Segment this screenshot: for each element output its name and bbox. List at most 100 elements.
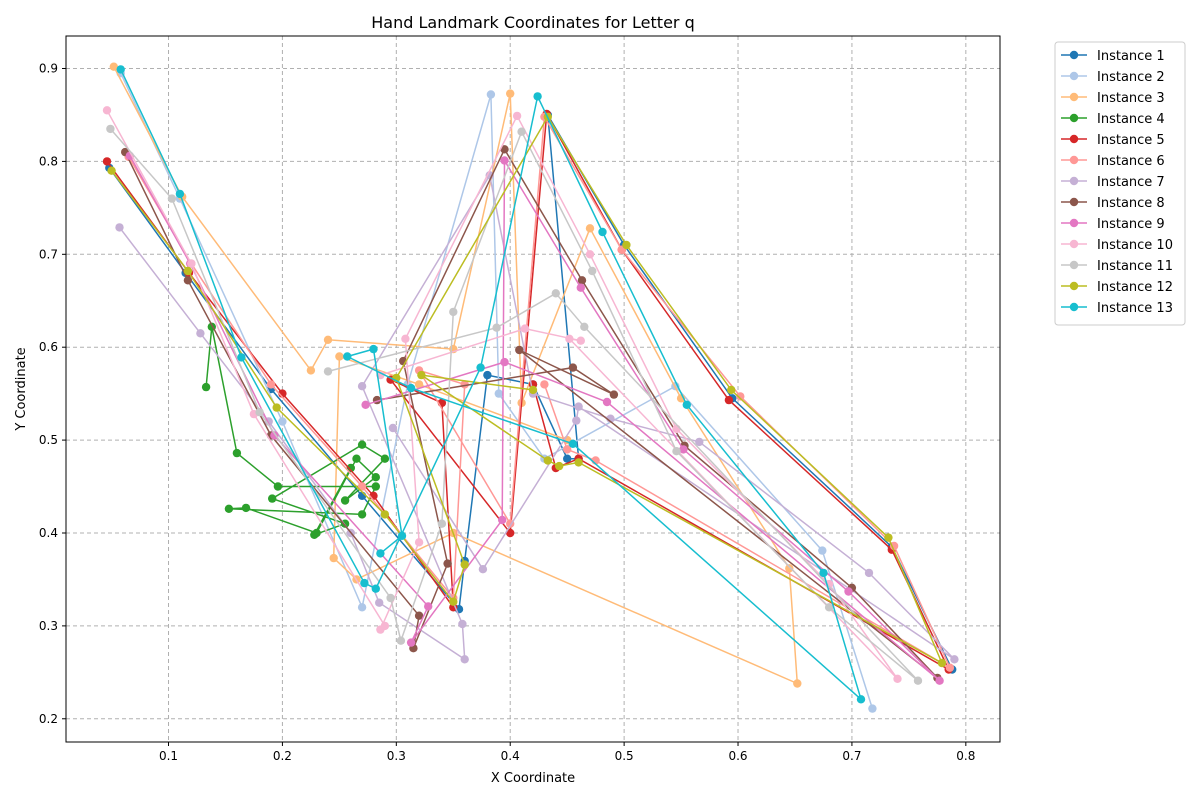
legend-entry: Instance 10 (1061, 238, 1173, 253)
data-point (563, 454, 572, 463)
data-point (102, 106, 112, 115)
legend-marker (1069, 239, 1079, 249)
data-point (460, 655, 469, 664)
data-point (443, 559, 452, 568)
data-point (506, 89, 515, 98)
data-point (175, 189, 185, 199)
data-point (424, 602, 433, 611)
data-point (187, 259, 196, 268)
legend-label: Instance 3 (1097, 91, 1165, 106)
data-point (396, 636, 406, 645)
data-point (376, 625, 385, 634)
data-point (106, 124, 115, 134)
series-line (127, 114, 952, 670)
data-point (935, 676, 944, 685)
data-point (357, 603, 367, 612)
data-point (335, 352, 344, 361)
data-point (672, 424, 681, 434)
data-point (818, 546, 827, 555)
data-point (602, 397, 612, 407)
data-point (598, 227, 607, 237)
data-point (241, 503, 251, 513)
data-point (329, 553, 338, 563)
data-point (486, 90, 496, 99)
data-point (278, 417, 287, 426)
data-point (357, 382, 367, 391)
series-8 (121, 145, 942, 683)
data-point (375, 598, 384, 607)
legend-entry: Instance 3 (1061, 91, 1165, 106)
data-point (844, 587, 853, 596)
data-point (483, 370, 492, 380)
data-point (893, 674, 902, 683)
series-10 (102, 106, 902, 683)
data-point (515, 345, 524, 355)
data-point (913, 676, 923, 685)
legend-label: Instance 12 (1097, 280, 1173, 295)
data-point (585, 224, 595, 233)
data-point (551, 289, 560, 298)
data-point (414, 611, 424, 620)
data-point (371, 473, 380, 482)
data-point (517, 127, 526, 136)
legend-marker (1069, 113, 1079, 123)
data-point (115, 223, 124, 232)
data-point (323, 335, 333, 344)
series-line (109, 128, 919, 682)
data-point (371, 584, 380, 593)
data-point (414, 380, 424, 389)
data-point (310, 530, 319, 539)
data-point (679, 445, 688, 454)
x-tick-label: 0.6 (728, 749, 747, 763)
data-point (237, 353, 246, 362)
chart-title: Hand Landmark Coordinates for Letter q (371, 13, 694, 32)
x-tick-label: 0.5 (615, 749, 634, 763)
data-point (380, 454, 390, 463)
data-point (380, 510, 390, 519)
data-point (945, 663, 955, 672)
data-point (386, 593, 395, 603)
data-point (543, 456, 552, 465)
data-point (568, 439, 578, 448)
data-point (727, 385, 736, 395)
data-point (343, 352, 352, 361)
data-point (369, 344, 378, 354)
data-point (360, 578, 369, 588)
legend-entry: Instance 11 (1061, 259, 1173, 274)
legend-entry: Instance 8 (1061, 196, 1165, 211)
data-point (273, 482, 283, 491)
series-line (106, 111, 951, 672)
series-line (106, 109, 899, 680)
data-point (346, 463, 355, 473)
legend-marker (1069, 197, 1079, 207)
legend-entry: Instance 4 (1061, 112, 1165, 127)
legend-marker (1069, 176, 1079, 186)
data-point (255, 408, 264, 417)
data-point (498, 515, 507, 525)
data-point (588, 266, 597, 276)
legend-label: Instance 10 (1097, 238, 1173, 253)
data-point (449, 597, 458, 606)
legend-marker (1069, 260, 1079, 270)
legend-label: Instance 7 (1097, 175, 1165, 190)
data-point (580, 322, 589, 331)
y-tick-label: 0.5 (39, 433, 58, 447)
data-point (183, 276, 193, 285)
data-point (695, 437, 704, 447)
data-point (856, 695, 866, 704)
y-tick-label: 0.8 (39, 154, 58, 168)
data-point (476, 363, 485, 372)
x-tick-label: 0.2 (273, 749, 292, 763)
series-11 (106, 124, 923, 685)
data-point (266, 380, 276, 389)
series-13 (116, 65, 866, 704)
legend-label: Instance 6 (1097, 154, 1165, 169)
data-point (500, 145, 509, 154)
data-point (868, 704, 877, 713)
data-point (183, 266, 193, 276)
data-point (460, 560, 469, 569)
data-point (272, 403, 281, 412)
x-axis-label: X Coordinate (491, 771, 575, 786)
legend-entry: Instance 7 (1061, 175, 1165, 190)
